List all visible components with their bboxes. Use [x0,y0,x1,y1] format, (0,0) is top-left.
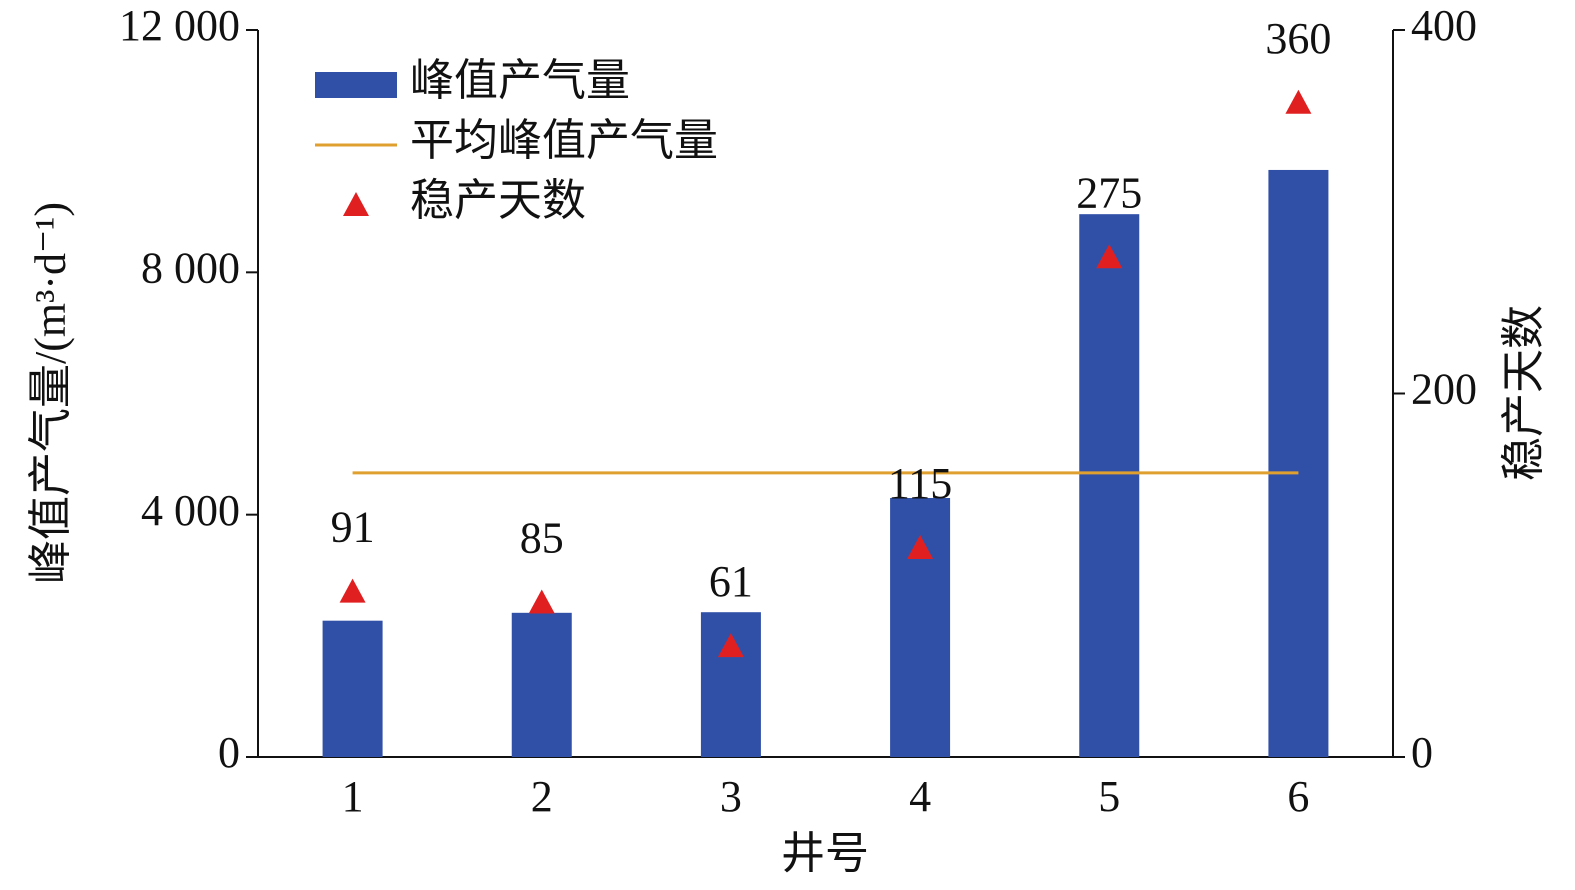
x-tick-label: 1 [342,772,364,821]
y-tick-label: 12 000 [119,1,240,50]
y-axis-label: 峰值产气量/(m³·d⁻¹) [26,202,75,584]
triangle-marker [339,578,366,603]
legend-label: 平均峰值产气量 [410,116,718,165]
bar [1079,214,1140,757]
data-label: 85 [520,514,564,563]
legend-swatch [315,72,397,98]
bar [511,612,572,757]
triangle-marker [1285,89,1312,114]
triangle-marker [717,633,744,658]
triangle-marker [1096,244,1123,269]
data-label: 61 [709,557,753,606]
y2-tick-label: 200 [1411,365,1477,414]
legend-label: 峰值产气量 [410,56,630,105]
data-label: 360 [1265,14,1331,63]
data-label: 275 [1076,168,1142,217]
y2-tick-label: 0 [1411,728,1433,777]
x-tick-label: 3 [720,772,742,821]
data-label: 91 [331,503,375,552]
triangle-marker [528,589,555,614]
x-tick-label: 6 [1287,772,1309,821]
y2-axis-label: 稳产天数 [1499,305,1548,481]
y2-tick-label: 400 [1411,1,1477,50]
x-tick-label: 2 [531,772,553,821]
data-label: 115 [888,459,952,508]
bar [1268,169,1329,757]
triangle-marker [343,192,369,216]
y-tick-label: 4 000 [141,486,240,535]
y-tick-label: 8 000 [141,243,240,292]
legend-label: 稳产天数 [410,176,586,225]
x-axis-label: 井号 [781,829,869,878]
x-tick-label: 4 [909,772,931,821]
x-tick-label: 5 [1098,772,1120,821]
triangle-marker [907,534,934,559]
y-tick-label: 0 [218,728,240,777]
bar [322,620,383,757]
